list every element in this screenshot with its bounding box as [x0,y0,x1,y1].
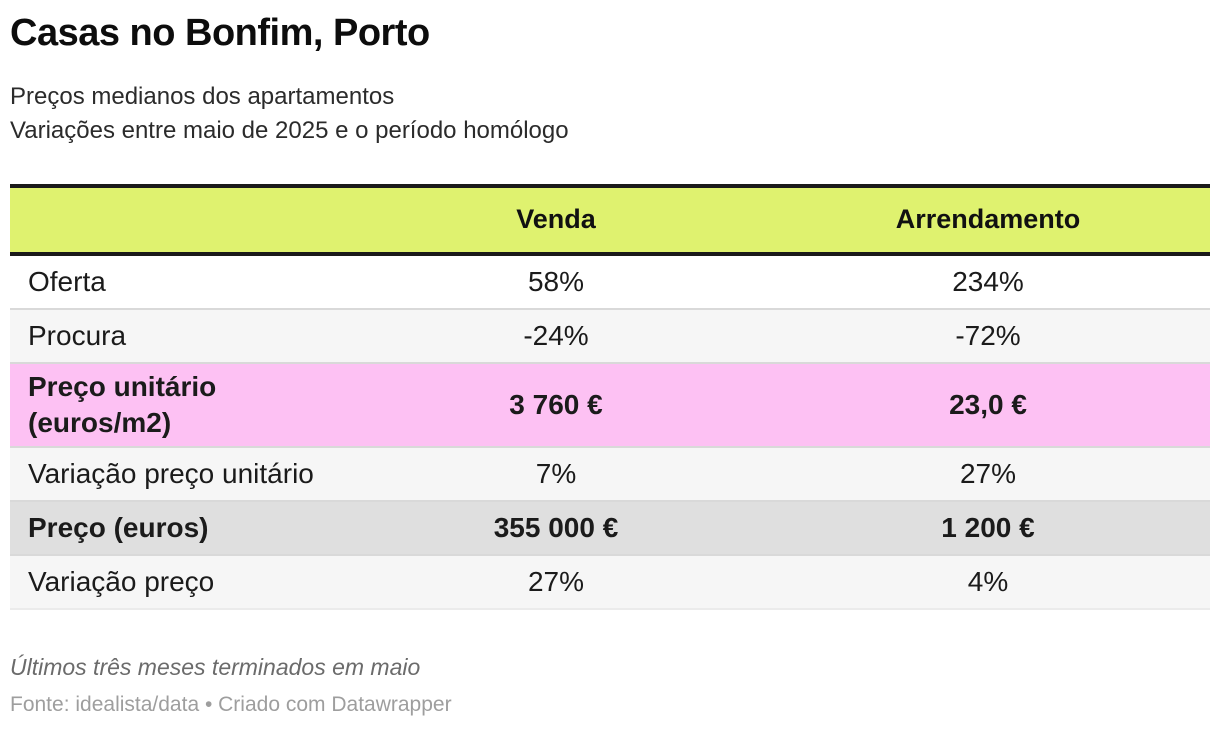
cell-arrendamento: 4% [967,565,1009,597]
row-label: Preço (euros) [28,511,209,543]
row-label: Preço unitário (euros/m2) [28,370,217,438]
column-header-venda: Venda [516,204,596,235]
subtitle-line-2: Variações entre maio de 2025 e o período… [10,116,569,144]
datawrapper-table-chart: Casas no Bonfim, Porto Preços medianos d… [0,12,1220,719]
cell-venda: 3 760 € [509,388,603,420]
table-row-variacao-preco: Variação preço 27% 4% [10,554,1210,609]
row-label: Oferta [28,265,106,297]
table-header-row: Venda Arrendamento [10,185,1210,254]
cell-venda: 58% [527,265,585,297]
row-label: Variação preço unitário [28,457,314,489]
cell-arrendamento: 234% [952,265,1024,297]
table-row-preco: Preço (euros) 355 000 € 1 200 € [10,500,1210,555]
footnote: Últimos três meses terminados em maio [10,653,421,680]
column-header-arrendamento: Arrendamento [895,204,1081,235]
cell-arrendamento: -72% [955,319,1021,351]
column-header-empty [10,186,346,254]
table-row-preco-unitario: Preço unitário (euros/m2) 3 760 € 23,0 € [10,362,1210,447]
data-table: Venda Arrendamento Oferta 58% 234% Procu… [10,183,1210,610]
row-label: Variação preço [28,565,215,597]
chart-subtitle: Preços medianos dos apartamentos Variaçõ… [10,80,1210,148]
cell-venda: -24% [523,319,589,351]
table-row-variacao-preco-unitario: Variação preço unitário 7% 27% [10,446,1210,501]
table-row-oferta: Oferta 58% 234% [10,254,1210,309]
row-label: Procura [28,319,127,351]
cell-arrendamento: 27% [959,457,1017,489]
cell-venda: 355 000 € [493,511,619,543]
cell-arrendamento: 1 200 € [941,511,1035,543]
cell-venda: 27% [527,565,585,597]
table-row-procura: Procura -24% -72% [10,308,1210,363]
cell-arrendamento: 23,0 € [949,388,1027,420]
page-title: Casas no Bonfim, Porto [10,12,430,54]
cell-venda: 7% [535,457,577,489]
source-line: Fonte: idealista/data • Criado com Dataw… [10,692,452,716]
subtitle-line-1: Preços medianos dos apartamentos [10,82,395,110]
